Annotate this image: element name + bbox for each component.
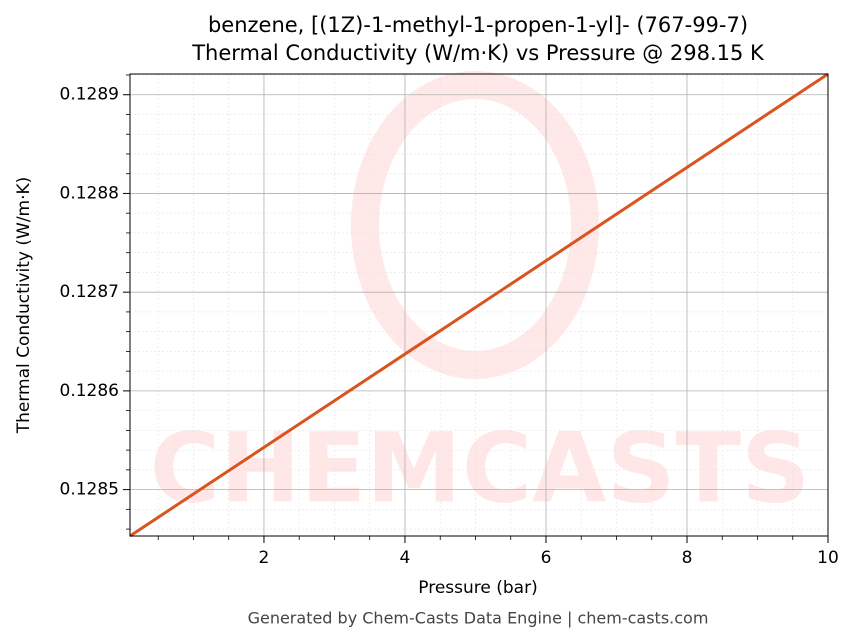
footer: Generated by Chem-Casts Data Engine | ch… xyxy=(248,609,709,628)
y-axis-label: Thermal Conductivity (W/m·K) xyxy=(14,177,34,435)
x-tick-label: 6 xyxy=(541,548,552,568)
y-tick-label: 0.1287 xyxy=(60,282,119,302)
y-tick-label: 0.1285 xyxy=(60,480,119,500)
watermark: CHEMCASTS xyxy=(150,71,810,524)
x-tick-label: 2 xyxy=(259,548,270,568)
data-line xyxy=(129,72,829,538)
x-tick-label: 8 xyxy=(682,548,693,568)
chart-subtitle: Thermal Conductivity (W/m·K) vs Pressure… xyxy=(191,41,765,65)
x-axis-label: Pressure (bar) xyxy=(418,578,537,598)
plot-frame xyxy=(129,73,829,537)
y-tick-label: 0.1289 xyxy=(60,85,119,105)
x-tick-label: 10 xyxy=(817,548,839,568)
x-tick-label: 4 xyxy=(400,548,411,568)
chart-title: benzene, [(1Z)-1-methyl-1-propen-1-yl]- … xyxy=(208,13,748,37)
svg-text:CHEMCASTS: CHEMCASTS xyxy=(150,412,810,524)
y-tick-label: 0.1288 xyxy=(60,183,119,203)
y-tick-label: 0.1286 xyxy=(60,381,119,401)
